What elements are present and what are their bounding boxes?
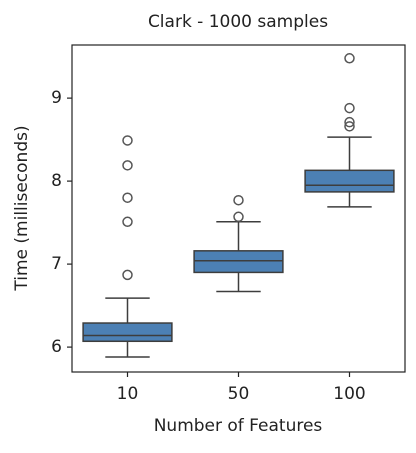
y-axis-label: Time (milliseconds) (12, 125, 32, 291)
outlier (122, 160, 133, 171)
y-tick-label: 6 (51, 337, 62, 357)
y-tick-label: 9 (51, 88, 62, 108)
outlier (344, 53, 355, 64)
outlier (344, 121, 355, 132)
outlier (122, 269, 133, 281)
x-tick-label: 50 (228, 384, 250, 404)
y-tick-label: 8 (51, 171, 62, 191)
box (193, 250, 284, 274)
outlier (233, 211, 244, 223)
x-tick-label: 10 (117, 384, 139, 404)
outlier (122, 192, 133, 203)
box (304, 169, 395, 193)
x-axis-label: Number of Features (154, 416, 323, 436)
outlier (344, 102, 355, 114)
outlier (344, 116, 355, 128)
x-tick-label: 100 (333, 384, 365, 404)
outlier (122, 216, 133, 228)
y-tick-label: 7 (51, 254, 62, 274)
outlier (233, 194, 244, 206)
outlier (122, 135, 133, 146)
chart-title: Clark - 1000 samples (148, 12, 328, 32)
box (82, 322, 173, 343)
